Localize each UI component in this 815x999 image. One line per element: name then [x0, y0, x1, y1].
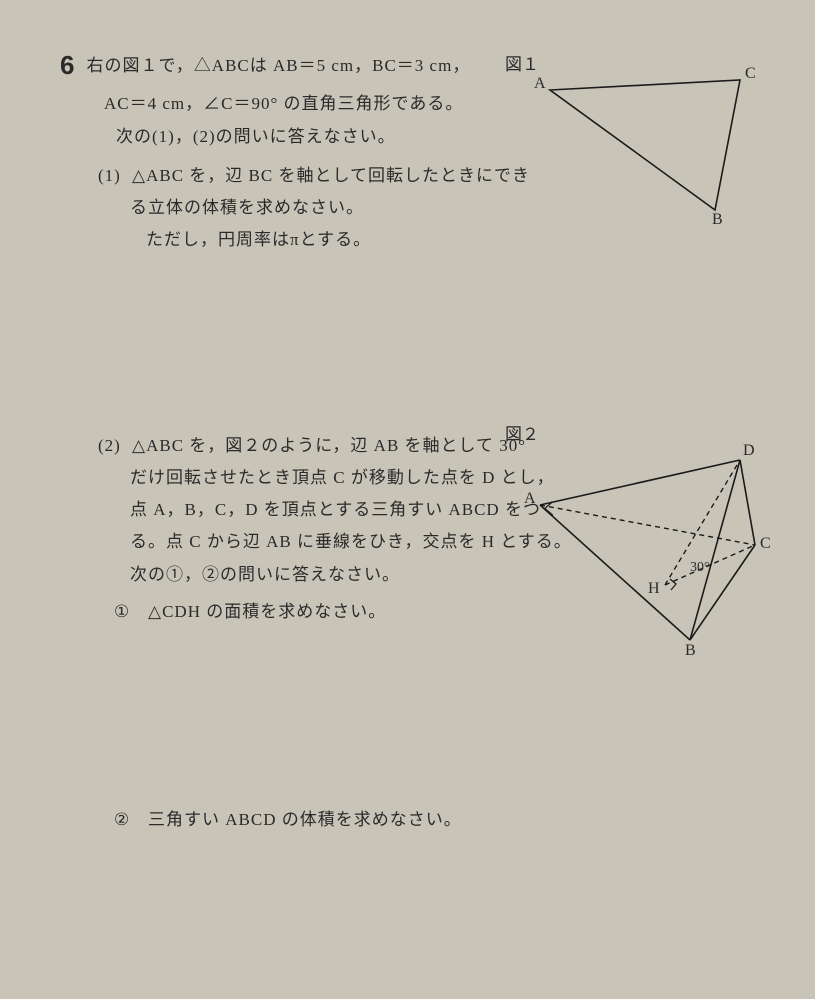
sub2-item1-marker: ① — [114, 595, 138, 628]
fig2-vB: B — [685, 642, 696, 660]
figure-1: A C B — [540, 65, 770, 235]
sub2-item2: ② 三角すい ABCD の体積を求めなさい。 — [114, 803, 775, 836]
sub2-item2-marker: ② — [114, 803, 138, 836]
fig1-svg — [540, 65, 770, 235]
fig1-vB: B — [712, 211, 723, 229]
question-number: 6 — [60, 50, 74, 81]
fig2-label: 図２ — [505, 420, 539, 445]
fig2-vH: H — [648, 580, 660, 598]
q-line1: 右の図１で，△ABCは AB＝5 cm，BC＝3 cm， — [86, 50, 470, 82]
fig2-vD: D — [743, 442, 755, 460]
fig2-svg — [530, 445, 780, 665]
fig2-vA: A — [524, 490, 536, 508]
fig1-vC: C — [745, 65, 756, 83]
sub2-line1: △ABC を，図２のように，辺 AB を軸として 30° — [132, 429, 526, 462]
fig1-label: 図１ — [505, 50, 539, 75]
sub2-item1-text: △CDH の面積を求めなさい。 — [148, 595, 386, 628]
paper-content: 図１ A C B 6 右の図１で，△ABCは AB＝5 cm，BC＝3 cm， … — [60, 50, 775, 969]
sub1-marker: (1) — [98, 159, 122, 192]
fig2-angle: 30° — [690, 560, 710, 576]
sub1-line1: △ABC を，辺 BC を軸として回転したときにでき — [132, 159, 530, 192]
sub2-item2-text: 三角すい ABCD の体積を求めなさい。 — [148, 803, 462, 836]
figure-2: A D C B H 30° — [530, 445, 780, 665]
fig2-vC: C — [760, 535, 771, 553]
sub2-marker: (2) — [98, 429, 122, 462]
fig1-vA: A — [534, 75, 546, 93]
